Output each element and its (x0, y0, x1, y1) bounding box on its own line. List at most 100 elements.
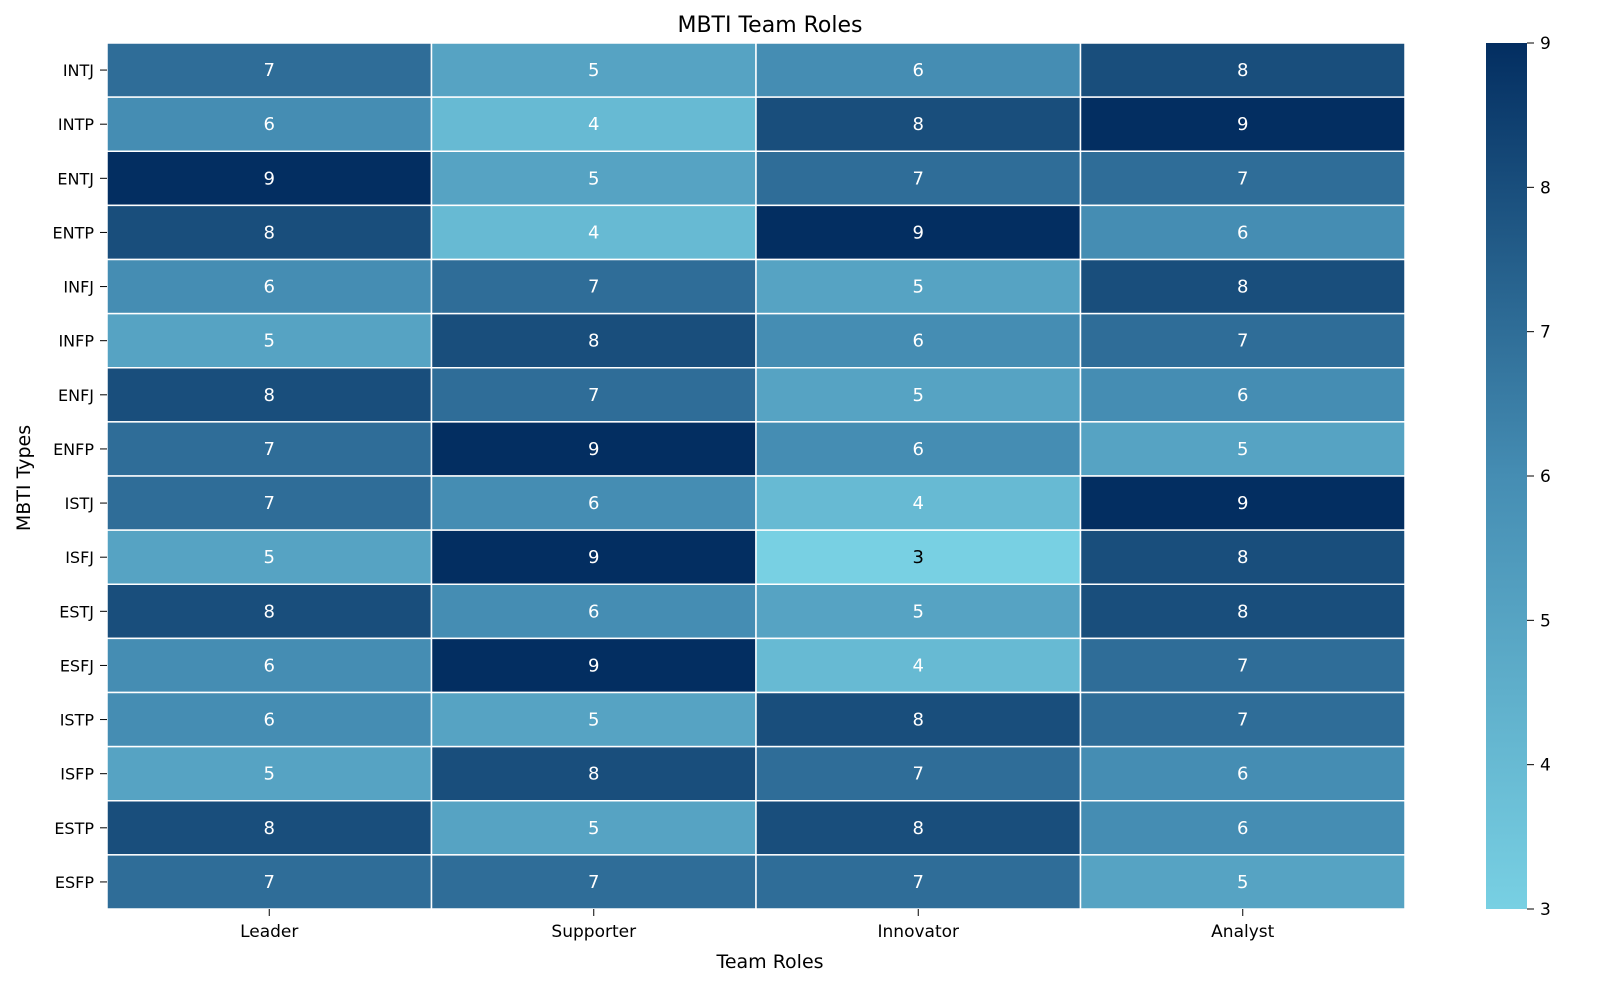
cell-value-label: 6 (1237, 764, 1248, 785)
cell-value-label: 8 (913, 710, 924, 731)
cell-value-label: 8 (1237, 60, 1248, 81)
cell-value-label: 7 (1237, 710, 1248, 731)
cell-value-label: 9 (588, 547, 599, 568)
heatmap-cell (1079, 96, 1406, 152)
cell-value-label: 7 (1237, 168, 1248, 189)
heatmap-cell (755, 42, 1082, 98)
heatmap-cell (1079, 637, 1406, 694)
cell-value-label: 6 (913, 439, 924, 460)
cell-value-label: 3 (913, 547, 924, 568)
heatmap-cell (430, 96, 757, 152)
cell-value-label: 6 (264, 655, 275, 676)
cell-value-label: 5 (264, 547, 275, 568)
cell-value-label: 6 (264, 710, 275, 731)
cell-value-label: 9 (264, 168, 275, 189)
cell-value-label: 7 (264, 60, 275, 81)
colorbar-tick-label: 3 (1540, 900, 1551, 920)
cell-value-label: 5 (588, 818, 599, 839)
cell-value-label: 5 (913, 385, 924, 406)
cell-value-label: 8 (264, 601, 275, 622)
cell-value-label: 7 (264, 493, 275, 514)
cell-value-label: 5 (1237, 439, 1248, 460)
y-tick-label: ISFP (60, 765, 94, 784)
cell-value-label: 4 (913, 493, 924, 514)
cell-value-label: 8 (264, 385, 275, 406)
heatmap-cell (755, 691, 1082, 748)
y-axis-label: MBTI Types (13, 425, 35, 531)
heatmap-cell (1079, 745, 1406, 802)
heatmap-cell (755, 529, 1082, 585)
y-axis-ticks: INTJ INTP ENTJ ENTP INFJ INFP ENFJ ENFP ISTJ ISFJ… (53, 61, 107, 892)
cell-value-label: 8 (588, 331, 599, 352)
cell-value-label: 9 (913, 222, 924, 243)
cell-value-label: 7 (1237, 331, 1248, 352)
x-tick-label: Leader (240, 922, 298, 942)
heatmap-cell (430, 42, 757, 98)
cell-value-label: 7 (913, 168, 924, 189)
heatmap-cell (1079, 583, 1406, 640)
heatmap-cell (1079, 691, 1406, 748)
cell-value-label: 6 (1237, 818, 1248, 839)
cell-value-label: 5 (588, 168, 599, 189)
cell-value-label: 8 (913, 114, 924, 135)
heatmap-cell (755, 421, 1082, 477)
chart-title: MBTI Team Roles (677, 13, 862, 38)
heatmap-cell (1079, 367, 1406, 423)
cell-value-label: 6 (264, 114, 275, 135)
cell-value-label: 9 (588, 439, 599, 460)
y-tick-label: ISTJ (65, 494, 94, 513)
cell-value-label: 5 (588, 710, 599, 731)
heatmap-cell (430, 745, 757, 802)
y-tick-label: ENTP (53, 223, 95, 242)
heatmap-cell (1079, 258, 1406, 315)
y-tick-label: INTJ (63, 61, 94, 80)
heatmap-cell (106, 529, 433, 585)
cell-value-label: 8 (1237, 601, 1248, 622)
heatmap-cell (755, 312, 1082, 369)
heatmap-cell (1079, 150, 1406, 207)
heatmap-cell (1079, 42, 1406, 98)
colorbar-tick-label: 9 (1540, 34, 1551, 54)
cell-value-label: 7 (264, 439, 275, 460)
y-tick-label: INTP (58, 115, 94, 134)
cell-value-label: 5 (913, 601, 924, 622)
heatmap-cell (106, 421, 433, 477)
x-tick-label: Supporter (551, 922, 636, 942)
y-tick-label: ISTP (60, 711, 95, 730)
cell-value-label: 6 (913, 60, 924, 81)
cell-value-label: 7 (1237, 655, 1248, 676)
heatmap-cell (430, 312, 757, 369)
y-tick-label: ESTJ (59, 602, 94, 621)
cell-value-label: 8 (588, 764, 599, 785)
heatmap-cell (106, 637, 433, 694)
heatmap-cell (430, 637, 757, 694)
heatmap-cells: 7 5 6 8 6 4 8 9 9 5 7 7 8 4 9 6 6 7 5 8 5 8 6 7 8 7 5 6 7 9 6 5 7 6 4 9 5 9 3 8… (106, 42, 1406, 910)
cell-value-label: 6 (588, 493, 599, 514)
heatmap-cell (106, 42, 433, 98)
y-tick-label: ESFJ (60, 656, 94, 675)
cell-value-label: 5 (264, 764, 275, 785)
colorbar-tick-label: 6 (1540, 467, 1551, 487)
y-tick-label: INFJ (63, 278, 94, 297)
cell-value-label: 7 (588, 277, 599, 298)
cell-value-label: 7 (913, 764, 924, 785)
heatmap-cell (106, 367, 433, 423)
cell-value-label: 9 (1237, 114, 1248, 135)
x-axis-label: Team Roles (715, 951, 823, 973)
cell-value-label: 6 (264, 277, 275, 298)
y-tick-label: ENFJ (58, 386, 94, 405)
colorbar-tick-label: 8 (1540, 178, 1551, 198)
cell-value-label: 6 (913, 331, 924, 352)
x-axis-ticks: Leader Supporter Innovator Analyst (240, 909, 1275, 942)
cell-value-label: 9 (1237, 493, 1248, 514)
cell-value-label: 6 (1237, 385, 1248, 406)
heatmap-cell (430, 691, 757, 748)
heatmap-cell (1079, 204, 1406, 261)
cell-value-label: 7 (588, 385, 599, 406)
heatmap-cell (755, 258, 1082, 315)
cell-value-label: 7 (913, 872, 924, 893)
heatmap-cell (1079, 312, 1406, 369)
cell-value-label: 9 (588, 655, 599, 676)
